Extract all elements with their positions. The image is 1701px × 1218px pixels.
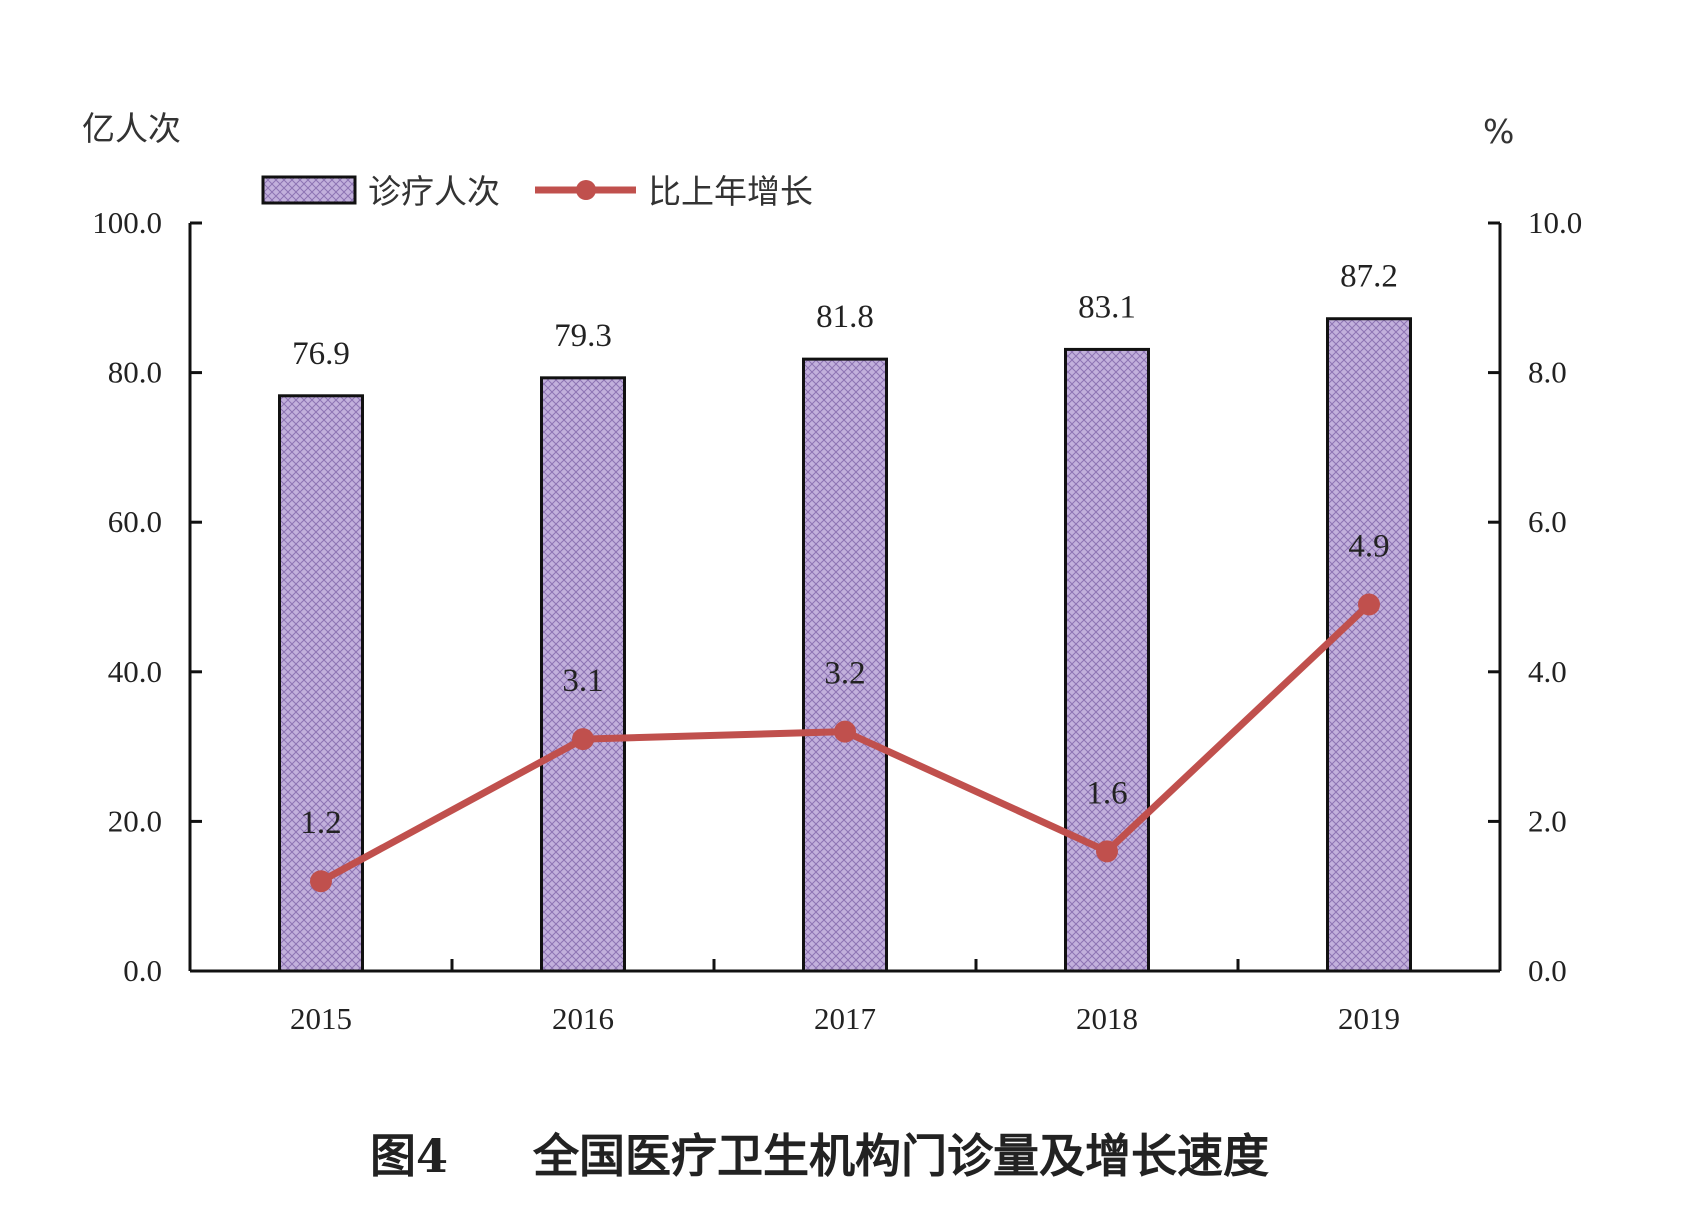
x-tick-label: 2017: [814, 1001, 876, 1036]
legend-label-line: 比上年增长: [648, 172, 813, 211]
bar-value-label: 83.1: [1078, 289, 1136, 325]
legend: 诊疗人次 比上年增长: [261, 172, 813, 211]
growth-point-2019: [1358, 593, 1380, 616]
growth-value-label: 3.1: [562, 663, 603, 699]
growth-value-label: 1.2: [300, 805, 341, 841]
bar-2017: [802, 357, 888, 973]
legend-swatch-bar: [261, 175, 357, 205]
right-tick-label: 4.0: [1528, 654, 1567, 689]
legend-label-bar: 诊疗人次: [368, 172, 500, 211]
x-tick-label: 2015: [290, 1001, 352, 1036]
legend-marker: [576, 180, 596, 200]
right-tick-label: 8.0: [1528, 355, 1567, 390]
growth-value-label: 1.6: [1086, 775, 1127, 811]
bar-value-label: 81.8: [816, 299, 874, 335]
right-tick-label: 2.0: [1528, 803, 1567, 838]
bar-2018: [1064, 347, 1150, 973]
bar-2019: [1326, 317, 1412, 973]
left-axis-unit: 亿人次: [82, 109, 181, 148]
figure-label: 图4: [370, 1129, 448, 1183]
growth-point-2017: [834, 720, 856, 743]
growth-value-label: 4.9: [1348, 528, 1389, 564]
left-tick-label: 20.0: [108, 803, 162, 838]
right-axis-unit: %: [1483, 112, 1514, 151]
right-tick-label: 10.0: [1528, 205, 1582, 240]
left-tick-label: 80.0: [108, 355, 162, 390]
right-tick-label: 0.0: [1528, 953, 1567, 988]
chart-title: 全国医疗卫生机构门诊量及增长速度: [532, 1129, 1269, 1183]
left-tick-label: 60.0: [108, 504, 162, 539]
left-tick-label: 0.0: [123, 953, 162, 988]
bar-value-label: 87.2: [1340, 259, 1398, 295]
bar-value-label: 76.9: [292, 336, 350, 372]
x-tick-label: 2019: [1338, 1001, 1400, 1036]
x-tick-label: 2016: [552, 1001, 614, 1036]
right-tick-label: 6.0: [1528, 504, 1567, 539]
bar-2016: [540, 376, 626, 973]
bar-value-label: 79.3: [554, 318, 612, 354]
growth-point-2018: [1096, 840, 1118, 863]
x-tick-label: 2018: [1076, 1001, 1138, 1036]
left-tick-label: 40.0: [108, 654, 162, 689]
growth-point-2015: [310, 870, 332, 893]
growth-point-2016: [572, 728, 594, 751]
left-tick-label: 100.0: [92, 205, 162, 240]
growth-value-label: 3.2: [824, 656, 865, 692]
